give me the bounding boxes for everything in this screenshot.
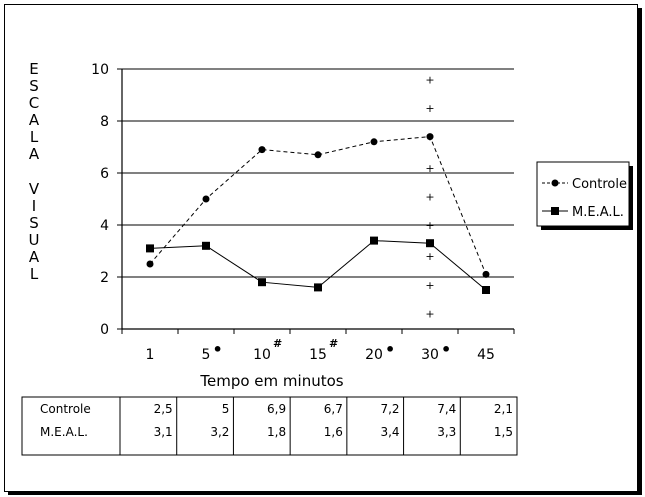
data-point	[314, 283, 322, 292]
legend-label: M.E.A.L.	[572, 205, 624, 220]
data-point	[146, 260, 154, 268]
table-row-label: Controle	[40, 402, 91, 416]
legend-marker	[551, 179, 559, 187]
y-tick-label: 0	[100, 322, 109, 338]
y-tick-labels: 0 2 4 6 8 10	[91, 62, 109, 338]
table-cell: 2,5	[154, 402, 173, 416]
plus-marker: +	[425, 73, 434, 86]
x-tick-label: 5	[202, 347, 211, 363]
y-axis-label-letter: S	[29, 77, 39, 95]
data-point	[258, 146, 266, 154]
x-tick-label: 20	[365, 347, 383, 363]
table-cell: 7,2	[380, 402, 399, 416]
x-tick-label: 30	[421, 347, 439, 363]
x-tick-labels: 1 5 • 10#15#20 • 30 • 45	[146, 337, 495, 363]
legend: Controle M.E.A.L.	[536, 161, 633, 230]
data-point	[482, 270, 490, 278]
data-table: Controle 2,5 5 6,9 6,7 7,2 7,4 2,1 M.E.A.L. 3,1 3,…	[21, 396, 518, 456]
x-axis-label: Tempo em minutos	[199, 372, 343, 390]
x-tick-label: 15	[309, 347, 327, 363]
significance-annotations: +++++++++	[425, 73, 434, 320]
data-point	[202, 195, 210, 203]
table-cell: 2,1	[494, 402, 513, 416]
y-axis-label-letter: C	[29, 94, 39, 112]
table-cell: 3,1	[154, 425, 173, 439]
y-axis-label-letter: A	[29, 111, 40, 129]
frame-shadow-right	[638, 8, 642, 494]
plus-marker: +	[425, 250, 434, 263]
y-axis-label-letter: V	[29, 180, 40, 198]
plus-marker: +	[425, 307, 434, 320]
data-point	[370, 138, 378, 146]
y-axis-label-letter: A	[29, 248, 40, 266]
table-cell: 3,3	[437, 425, 456, 439]
table-cell: 5	[222, 402, 230, 416]
figure-frame	[4, 4, 638, 492]
grid-lines	[122, 68, 514, 278]
y-axis-label-letter: A	[29, 145, 40, 163]
x-tick-label: 45	[477, 347, 495, 363]
table-cell: 7,4	[437, 402, 456, 416]
data-point	[370, 236, 378, 245]
plus-marker: +	[425, 279, 434, 292]
x-tick-marker: •	[213, 340, 223, 359]
plus-marker: +	[425, 162, 434, 175]
data-point	[314, 151, 322, 159]
x-tick-marker: •	[385, 340, 395, 359]
plus-marker: +	[425, 219, 434, 232]
data-point	[426, 239, 434, 248]
table-cell: 3,2	[210, 425, 229, 439]
table-cell: 6,7	[324, 402, 343, 416]
table-border	[21, 396, 518, 456]
y-tick-label: 8	[100, 114, 109, 130]
series-lines	[146, 133, 490, 294]
y-axis-label-letter: E	[29, 60, 38, 78]
legend-box	[536, 161, 630, 227]
data-point	[426, 133, 434, 141]
table-cell: 3,4	[380, 425, 399, 439]
legend-marker	[551, 207, 559, 215]
x-tick-marker: #	[273, 337, 282, 350]
y-tick-label: 6	[100, 166, 109, 182]
x-tick-label: 1	[146, 347, 155, 363]
table-row-label: M.E.A.L.	[40, 425, 88, 439]
frame-shadow-bottom	[8, 492, 642, 495]
data-point	[202, 241, 210, 250]
series-line	[149, 240, 487, 291]
y-axis-label-letter: S	[29, 214, 39, 232]
x-tick-label: 10	[253, 347, 271, 363]
y-axis-label-letter: I	[32, 197, 36, 215]
axes	[117, 68, 515, 334]
table-cell: 1,5	[494, 425, 513, 439]
y-tick-label: 4	[100, 218, 109, 234]
y-axis-label-letter: U	[29, 231, 40, 249]
table-cell: 6,9	[267, 402, 286, 416]
table-cell: 1,6	[324, 425, 343, 439]
y-tick-label: 2	[100, 270, 109, 286]
plus-marker: +	[425, 102, 434, 115]
x-tick-marker: •	[441, 340, 451, 359]
legend-label: Controle	[572, 177, 627, 192]
y-axis-label-letter: L	[30, 128, 39, 146]
data-point	[146, 244, 154, 253]
y-tick-label: 10	[91, 62, 109, 78]
data-point	[258, 278, 266, 287]
table-cell: 1,8	[267, 425, 286, 439]
x-tick-marker: #	[329, 337, 338, 350]
y-axis-label-letter: L	[30, 265, 39, 283]
plus-marker: +	[425, 190, 434, 203]
data-point	[482, 286, 490, 294]
